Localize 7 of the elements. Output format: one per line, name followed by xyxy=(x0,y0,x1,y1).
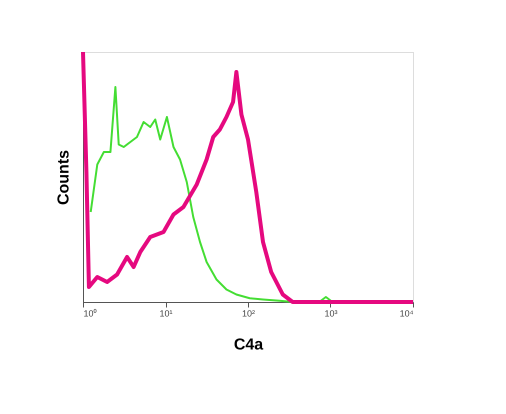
x-tick-label: 10⁰ xyxy=(84,308,97,318)
y-axis-title: Counts xyxy=(56,150,72,206)
x-tick-label: 10³ xyxy=(324,308,338,318)
x-tick-label: 10² xyxy=(242,308,256,318)
x-tick-label: 10¹ xyxy=(159,308,173,318)
x-axis-title: C4a xyxy=(234,336,264,354)
x-tick-label: 10⁴ xyxy=(400,308,414,318)
